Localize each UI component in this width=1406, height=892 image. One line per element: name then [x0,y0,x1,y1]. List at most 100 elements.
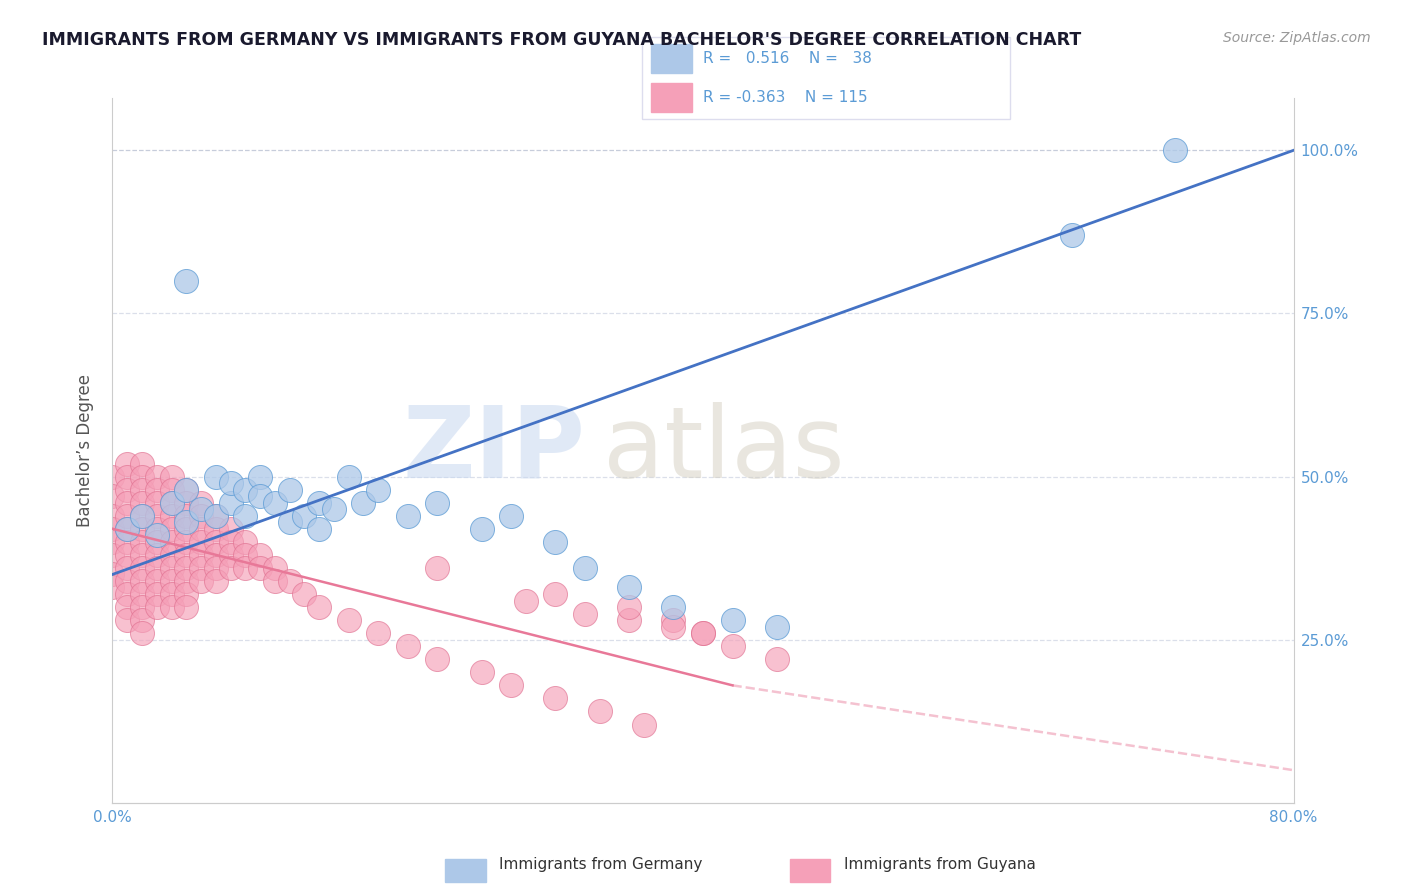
Point [174,587,197,601]
Point [131,508,153,523]
Point [160,548,183,562]
Point [662,600,685,615]
Point [174,515,197,529]
Point [501,508,523,523]
Point [146,483,169,497]
Point [190,534,212,549]
Point [337,469,360,483]
Point [515,593,537,607]
Point [766,620,789,634]
Point [278,574,301,588]
Point [190,496,212,510]
Point [278,483,301,497]
Point [692,626,714,640]
Text: atlas: atlas [603,402,844,499]
Point [426,561,449,575]
Point [205,548,228,562]
Point [101,581,124,595]
Point [131,457,153,471]
Point [574,607,596,621]
Point [117,457,138,471]
Point [101,534,124,549]
Point [205,508,228,523]
Point [174,561,197,575]
Point [160,574,183,588]
Text: ZIP: ZIP [402,402,585,499]
Point [721,613,744,627]
Point [633,717,655,731]
Point [146,534,169,549]
Point [160,496,183,510]
Point [205,522,228,536]
Point [470,665,494,680]
Point [662,613,685,627]
Point [117,522,138,536]
Point [160,469,183,483]
Point [1164,144,1187,158]
Point [146,587,169,601]
Point [146,496,169,510]
Point [278,515,301,529]
Point [160,587,183,601]
Point [264,561,287,575]
Point [160,600,183,615]
Point [160,483,183,497]
Text: IMMIGRANTS FROM GERMANY VS IMMIGRANTS FROM GUYANA BACHELOR'S DEGREE CORRELATION : IMMIGRANTS FROM GERMANY VS IMMIGRANTS FR… [42,31,1081,49]
Point [117,561,138,575]
Point [205,508,228,523]
Point [426,496,449,510]
Point [160,496,183,510]
Point [174,574,197,588]
Point [692,626,714,640]
Point [233,548,256,562]
FancyBboxPatch shape [641,37,1010,119]
Point [292,508,315,523]
Point [146,600,169,615]
Point [160,534,183,549]
Text: R = -0.363    N = 115: R = -0.363 N = 115 [703,90,868,105]
Point [219,476,242,491]
Point [249,548,271,562]
Point [146,522,169,536]
Point [101,548,124,562]
Point [721,639,744,653]
Point [131,561,153,575]
Point [117,600,138,615]
Point [588,705,610,719]
Point [146,528,169,542]
Point [117,574,138,588]
Point [233,483,256,497]
Point [574,561,596,575]
Point [131,626,153,640]
Point [396,639,419,653]
Point [367,483,389,497]
Point [101,489,124,503]
Point [233,534,256,549]
Point [101,469,124,483]
Point [219,534,242,549]
Point [205,574,228,588]
Point [174,534,197,549]
Point [117,587,138,601]
Point [337,613,360,627]
Point [174,483,197,497]
Point [190,548,212,562]
Point [117,483,138,497]
Point [131,574,153,588]
Point [117,534,138,549]
Point [146,561,169,575]
Point [367,626,389,640]
Point [619,613,641,627]
Y-axis label: Bachelor’s Degree: Bachelor’s Degree [76,374,94,527]
Point [117,613,138,627]
Point [160,508,183,523]
Point [117,508,138,523]
Text: R =   0.516    N =   38: R = 0.516 N = 38 [703,51,872,66]
Point [233,508,256,523]
Point [174,600,197,615]
Point [233,561,256,575]
Point [766,652,789,666]
Point [1062,228,1084,243]
Point [544,691,567,706]
Point [205,469,228,483]
